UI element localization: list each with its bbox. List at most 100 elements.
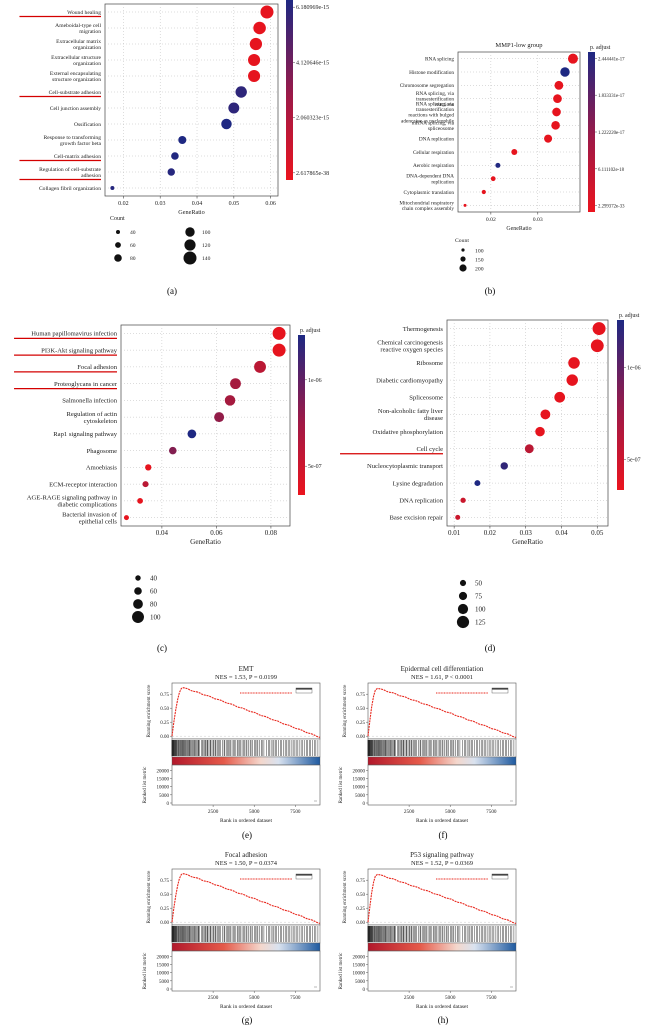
count-legend-label: 100 [475, 249, 484, 255]
category-label-line: Spliceosome [409, 395, 443, 402]
ranked-frame [171, 764, 321, 806]
category-label: Cellular respiration [413, 150, 454, 156]
data-point [110, 186, 115, 190]
colorbar [298, 335, 305, 495]
panel-c: Human papillomavirus infection PI3K-Akt s… [14, 324, 322, 623]
y2-tick-label: 20000 [157, 769, 170, 774]
data-point [566, 374, 578, 386]
figure-label-g: (g) [242, 1015, 253, 1025]
y2-axis-label: Ranked list metric [143, 766, 148, 803]
category-label: Amoebiasis [86, 465, 118, 472]
x-axis-label: GeneRatio [178, 209, 204, 216]
category-label: Ameboidal-type cell migration [55, 23, 101, 35]
x-tick-label: 2500 [208, 995, 219, 1001]
y-tick-label: 0.00 [356, 735, 365, 740]
y2-axis-label: Ranked list metric [143, 952, 148, 989]
y2-tick-label: 10000 [353, 972, 366, 977]
category-label-line: Mitochondrial respiratory [399, 200, 454, 206]
count-legend-label: 60 [130, 243, 136, 249]
y-tick-label: 0.50 [356, 893, 365, 898]
category-label: Regulation of actin cytoskeleton [66, 411, 117, 425]
category-label-line: disease [424, 415, 443, 422]
category-label-line: Ameboidal-type cell [55, 23, 101, 29]
count-legend-label: 200 [475, 267, 484, 273]
category-label: RNA splicing, via transesterification reac… [416, 91, 455, 108]
x-axis-label: Rank in ordered dataset [220, 1004, 273, 1010]
category-label-line: mRNA splicing, via [412, 120, 455, 126]
colorbar [617, 320, 624, 490]
category-label-line: Cell junction assembly [50, 106, 101, 112]
count-legend-dot [185, 227, 195, 237]
colorbar-title: p. adjust [619, 313, 640, 319]
category-label: Extracellular matrix organization [56, 39, 101, 51]
data-point [568, 357, 580, 369]
category-label: DNA replication [419, 137, 455, 143]
category-label-line: DNA-dependent DNA [406, 174, 454, 180]
data-point [551, 121, 560, 130]
y2-tick-label: 10000 [157, 972, 170, 977]
category-label: Thermogenesis [403, 326, 444, 333]
data-point [224, 395, 236, 406]
legend-box-header [492, 688, 508, 690]
category-label-line: ECM-receptor interaction [49, 481, 118, 488]
category-label-line: PI3K-Akt signaling pathway [41, 347, 118, 354]
category-label: DNA replication [399, 498, 443, 505]
x-axis-label: Rank in ordered dataset [416, 1004, 469, 1010]
category-label-line: cytoskeleton [84, 418, 118, 425]
category-label: Focal adhesion [77, 364, 117, 371]
data-point [137, 497, 143, 504]
category-label: Chemical carcinogenesis reactive oxygen s… [377, 340, 443, 354]
x-tick-label: 7500 [290, 809, 301, 815]
category-label-line: reactions [435, 102, 454, 108]
y2-tick-label: 0 [363, 988, 366, 993]
y2-tick-label: 0 [363, 802, 366, 807]
colorbar-title: p. adjust [590, 45, 611, 51]
data-point [145, 464, 152, 471]
y2-tick-label: 5000 [159, 794, 170, 799]
category-label-line: Cellular respiration [413, 150, 454, 156]
data-point [272, 326, 286, 340]
data-point [248, 53, 261, 67]
data-point [540, 409, 551, 420]
y-tick-label: 0.25 [356, 907, 365, 912]
category-label: Phagosome [87, 448, 117, 455]
category-label-line: Phagosome [87, 448, 117, 455]
category-label-line: Human papillomavirus infection [31, 331, 117, 338]
x-tick-label: 0.03 [155, 201, 166, 207]
category-label-line: Aerobic respiration [413, 163, 454, 169]
rank-colorbar [367, 942, 517, 952]
x-axis-label: GeneRatio [506, 226, 531, 232]
y-tick-label: 0.50 [160, 893, 169, 898]
data-point [463, 203, 467, 207]
data-point [187, 429, 197, 439]
figure-label-f: (f) [439, 830, 448, 840]
figure-label-c: (c) [157, 643, 167, 653]
data-point [590, 339, 604, 353]
count-legend-dot [457, 603, 469, 615]
data-point [495, 162, 501, 168]
y2-tick-label: 15000 [353, 777, 366, 782]
y-tick-label: 0.25 [356, 721, 365, 726]
category-label: mRNA splicing, via spliceosome [412, 120, 455, 132]
data-point [490, 176, 496, 182]
y2-tick-label: 20000 [353, 769, 366, 774]
y2-tick-label: 15000 [157, 963, 170, 968]
data-point [228, 102, 240, 114]
category-label-line: reactive oxygen species [380, 347, 443, 354]
enrichment-curve [367, 687, 517, 738]
category-label-line: Oxidative phosphorylation [372, 429, 443, 436]
data-point [567, 53, 578, 64]
y-axis-label: Running enrichment score [147, 684, 152, 738]
ranked-frame [367, 950, 517, 992]
data-point [230, 378, 241, 390]
category-label: Mitochondrial respiratory chain complex a… [399, 200, 454, 212]
category-label-line: chain complex assembly [402, 206, 454, 212]
plot-frame [446, 319, 609, 527]
category-label-line: DNA replication [419, 137, 455, 143]
x-axis-label: GeneRatio [190, 538, 221, 546]
category-label: Oxidative phosphorylation [372, 429, 443, 436]
category-label-line: replication [431, 179, 454, 185]
category-label-line: Cell-matrix adhesion [54, 154, 101, 160]
